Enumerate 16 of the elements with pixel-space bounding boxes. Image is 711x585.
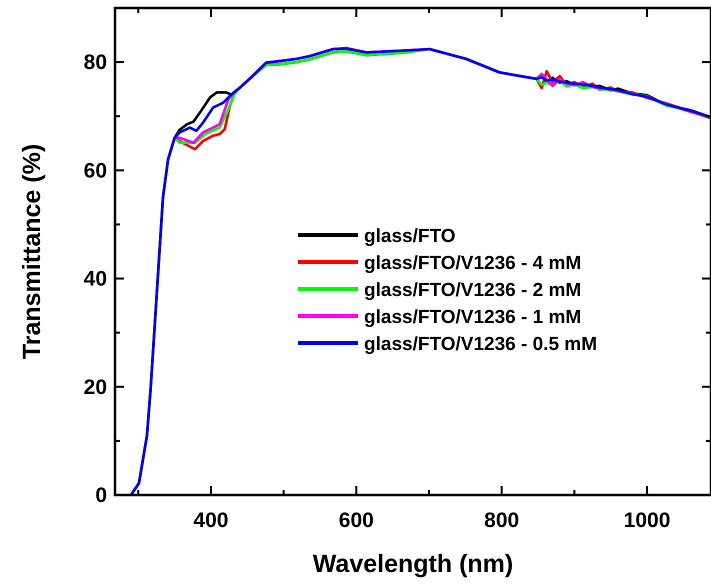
legend-label: glass/FTO (364, 226, 456, 247)
legend-label: glass/FTO/V1236 - 2 mM (364, 280, 582, 301)
legend-label: glass/FTO/V1236 - 4 mM (364, 253, 582, 274)
x-axis-title: Wavelength (nm) (312, 550, 514, 578)
y-tick-label: 60 (84, 159, 107, 182)
y-tick-label: 0 (95, 484, 107, 507)
legend-label: glass/FTO/V1236 - 1 mM (364, 307, 582, 328)
x-tick-label: 1000 (624, 509, 670, 532)
x-tick-label: 400 (193, 509, 228, 532)
y-axis-title: Transmittance (%) (18, 144, 46, 360)
legend-label: glass/FTO/V1236 - 0.5 mM (364, 334, 598, 355)
x-tick-label: 800 (484, 509, 520, 532)
y-tick-label: 80 (84, 51, 107, 74)
x-tick-label: 600 (338, 509, 374, 532)
y-tick-label: 40 (84, 268, 107, 291)
y-tick-label: 20 (84, 376, 107, 399)
